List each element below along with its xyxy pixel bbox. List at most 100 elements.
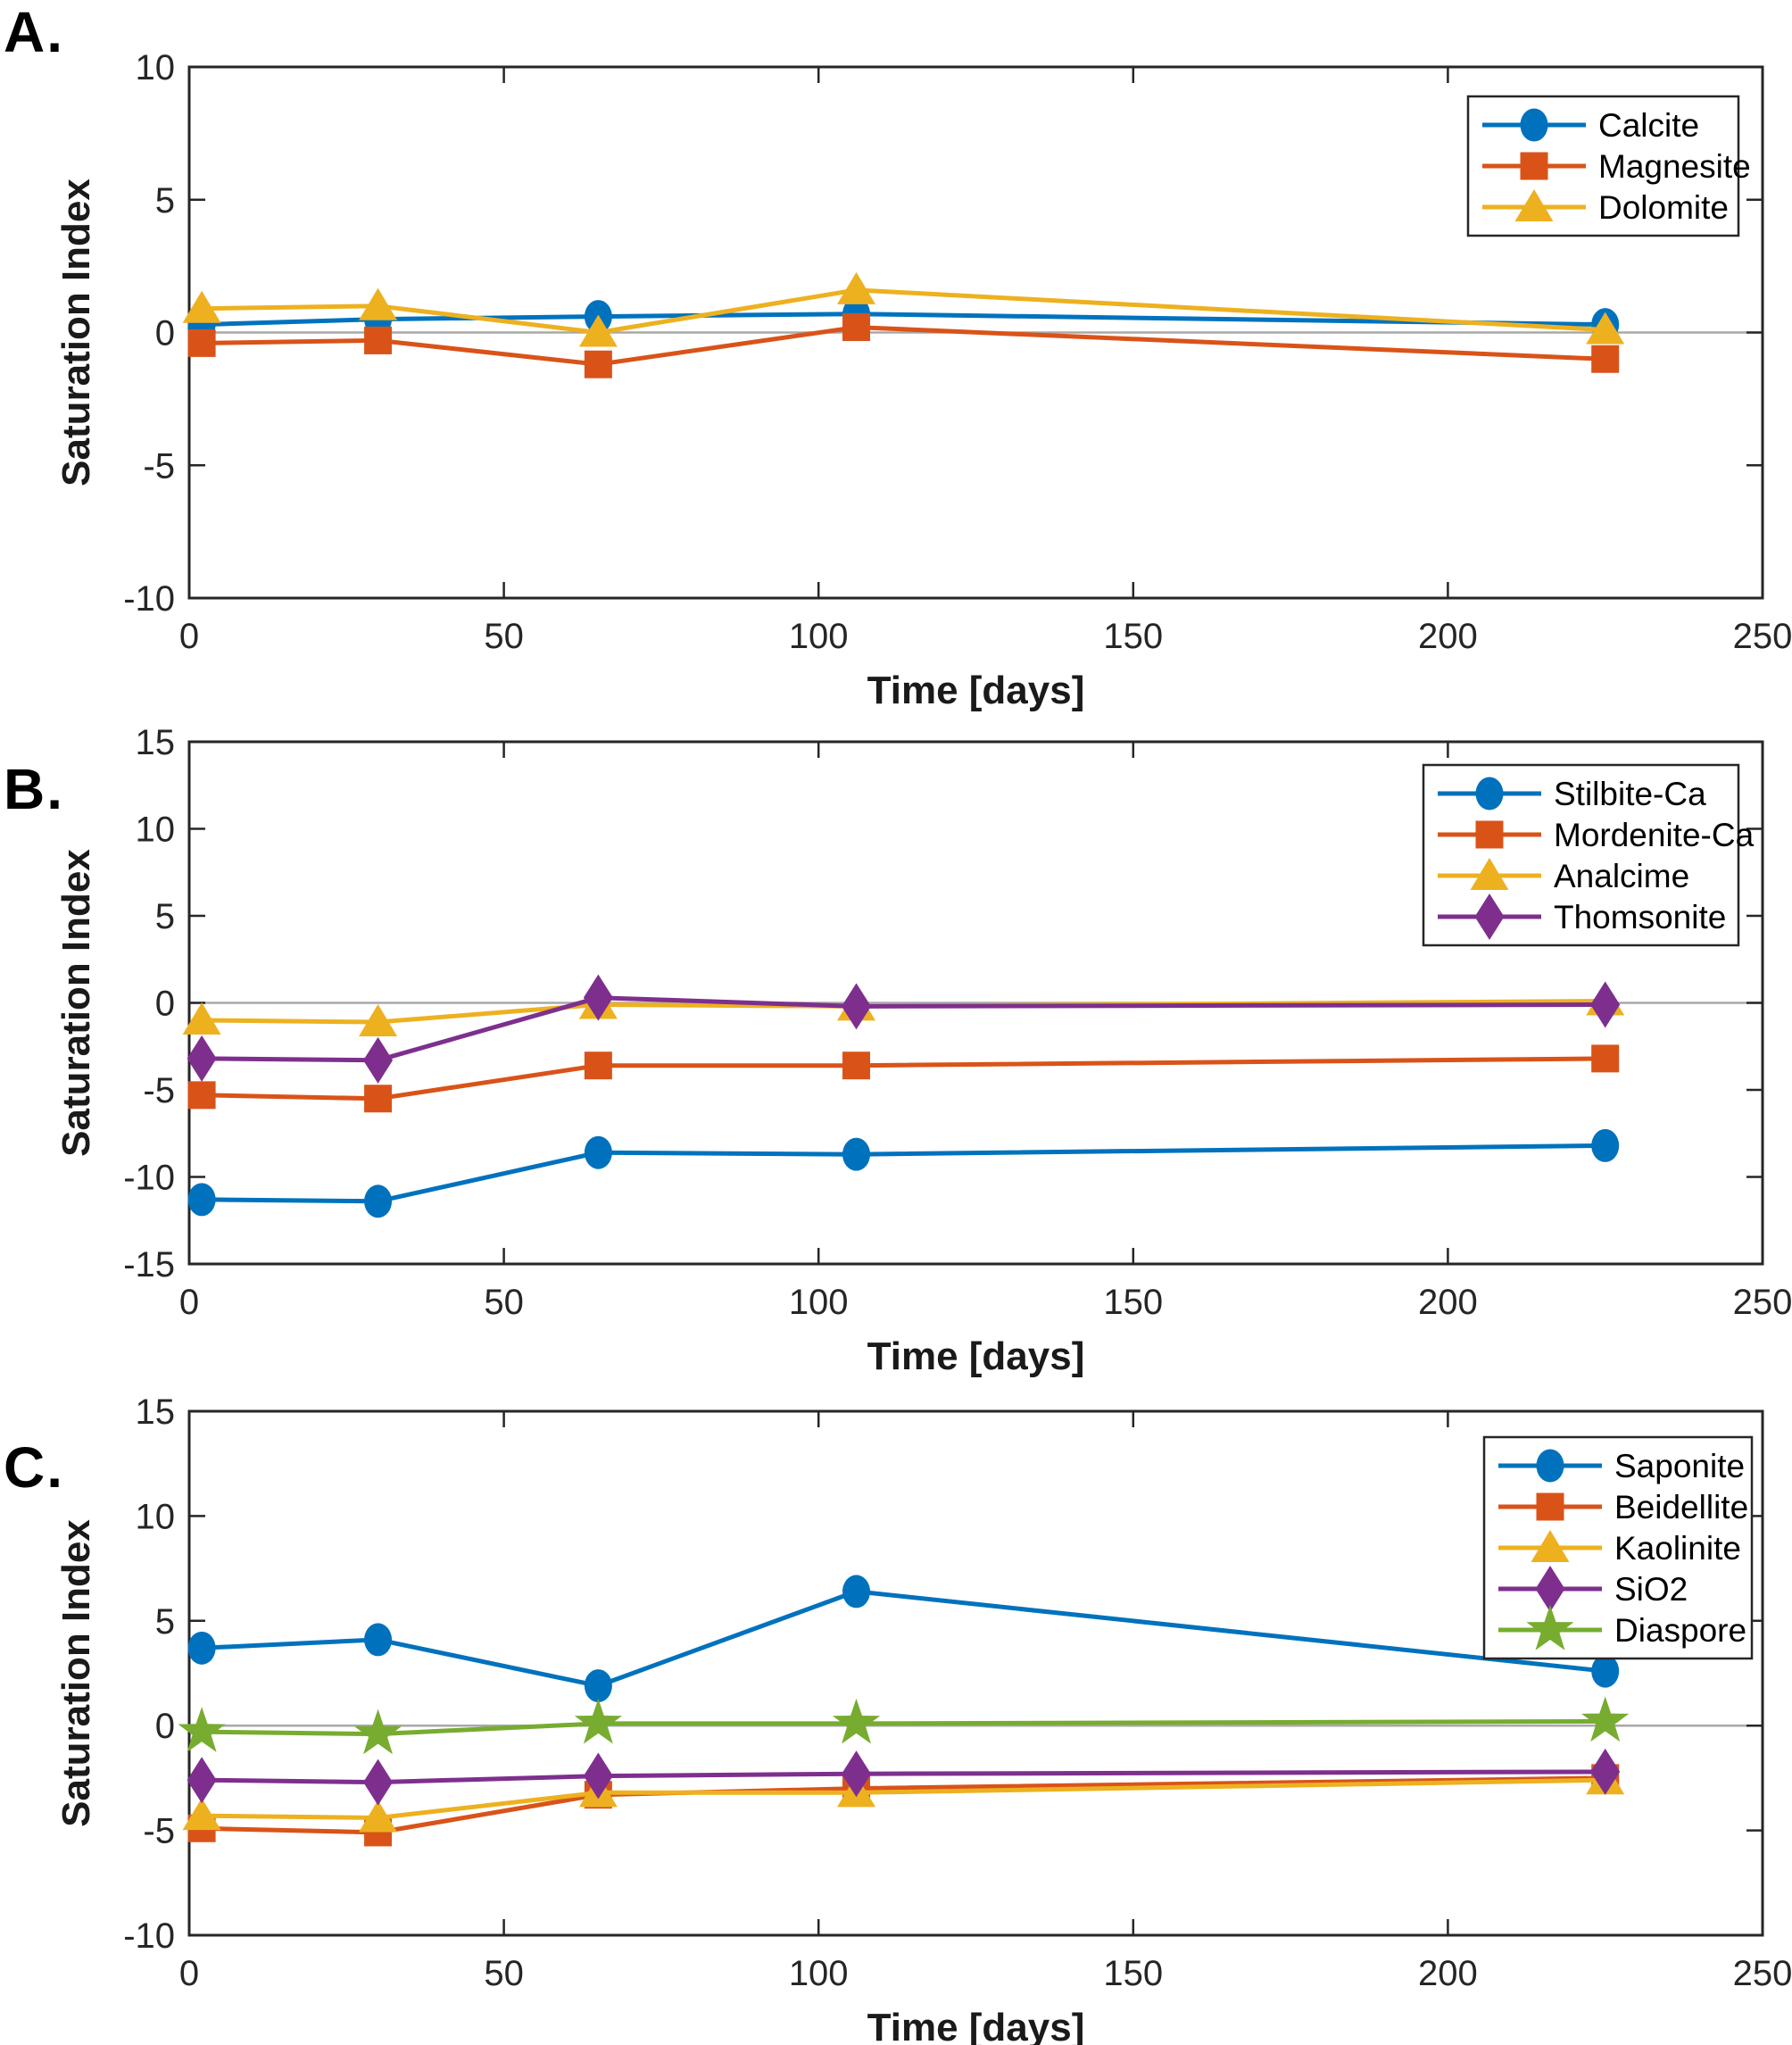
- y-tick-label: 15: [136, 723, 176, 762]
- x-tick-label: 0: [179, 1954, 199, 1993]
- x-tick-label: 150: [1103, 1954, 1163, 1993]
- legend-label: Stilbite-Ca: [1554, 776, 1706, 812]
- legend-label: Magnesite: [1598, 148, 1751, 185]
- x-tick-label: 200: [1418, 617, 1478, 656]
- series-marker-magnesite: [187, 328, 216, 357]
- series-marker-dolomite: [1586, 312, 1625, 345]
- series-marker-mordenite-ca: [187, 1081, 216, 1110]
- x-tick-label: 0: [179, 1283, 199, 1322]
- y-tick-label: 10: [136, 1497, 176, 1536]
- series-marker-magnesite: [584, 350, 612, 378]
- x-tick-label: 250: [1733, 617, 1792, 656]
- series-marker-kaolinite: [182, 1798, 221, 1831]
- legend-sample-marker: [1520, 108, 1548, 142]
- y-tick-label: 10: [136, 48, 176, 87]
- series-line-beidellite: [202, 1775, 1605, 1835]
- series-marker-sio2: [842, 1750, 872, 1798]
- series-marker-thomsonite: [187, 1035, 217, 1082]
- legend-sample-marker: [1536, 1492, 1564, 1521]
- y-tick-label: 5: [155, 181, 175, 220]
- series-marker-mordenite-ca: [364, 1085, 393, 1113]
- series-marker-stilbite-ca: [842, 1137, 871, 1171]
- y-tick-label: -10: [123, 1916, 175, 1956]
- series-marker-diaspore: [832, 1698, 881, 1744]
- legend-sample-marker: [1535, 1566, 1565, 1612]
- legend-label: Analcime: [1554, 858, 1689, 894]
- series-marker-stilbite-ca: [364, 1185, 393, 1218]
- x-tick-label: 150: [1103, 1283, 1163, 1322]
- y-tick-label: -5: [143, 446, 175, 486]
- y-tick-label: 0: [155, 1707, 175, 1746]
- x-tick-label: 0: [179, 617, 199, 656]
- legend-label: Beidellite: [1614, 1489, 1748, 1525]
- x-tick-label: 200: [1418, 1283, 1478, 1322]
- series-marker-saponite: [187, 1631, 216, 1665]
- series-marker-kaolinite: [359, 1800, 398, 1833]
- series-marker-mordenite-ca: [1591, 1044, 1620, 1073]
- panel-c-label: C.: [4, 1435, 64, 1500]
- legend-sample-marker: [1531, 1530, 1570, 1562]
- y-tick-label: 5: [155, 897, 175, 936]
- series-marker-saponite: [842, 1575, 871, 1609]
- series-line-thomsonite: [202, 995, 1605, 1063]
- legend-sample-marker: [1474, 894, 1505, 940]
- legend-sample-marker: [1526, 1605, 1574, 1650]
- panel-b-label: B.: [4, 757, 64, 821]
- x-tick-label: 100: [789, 1283, 849, 1322]
- legend-sample-marker: [1536, 1449, 1564, 1483]
- series-marker-sio2: [1590, 1748, 1621, 1795]
- series-marker-saponite: [364, 1623, 393, 1657]
- x-tick-label: 200: [1418, 1954, 1478, 1993]
- series-marker-dolomite: [182, 290, 221, 323]
- x-tick-label: 50: [484, 1954, 524, 1993]
- x-axis-label: Time [days]: [867, 2006, 1085, 2045]
- legend-label: Thomsonite: [1554, 899, 1726, 935]
- x-tick-label: 50: [484, 617, 524, 656]
- series-marker-magnesite: [1591, 345, 1620, 373]
- series-marker-stilbite-ca: [187, 1183, 216, 1217]
- series-marker-dolomite: [837, 271, 876, 304]
- legend-sample-marker: [1475, 777, 1504, 811]
- series-line-stilbite-ca: [202, 1143, 1605, 1204]
- series-marker-thomsonite: [363, 1036, 394, 1084]
- x-tick-label: 250: [1733, 1954, 1792, 1993]
- y-tick-label: -10: [123, 1159, 175, 1198]
- y-tick-label: 10: [136, 811, 176, 850]
- y-axis-label: Saturation Index: [54, 849, 98, 1157]
- legend-sample-marker: [1514, 189, 1554, 221]
- series-marker-sio2: [583, 1752, 613, 1800]
- y-tick-label: -15: [123, 1245, 175, 1284]
- y-tick-label: 0: [155, 985, 175, 1024]
- y-axis-label: Saturation Index: [54, 179, 98, 486]
- series-marker-thomsonite: [842, 983, 872, 1030]
- y-tick-label: 5: [155, 1602, 175, 1642]
- series-marker-dolomite: [359, 287, 398, 320]
- x-tick-label: 250: [1733, 1283, 1792, 1322]
- y-tick-label: -5: [143, 1812, 175, 1851]
- series-marker-thomsonite: [583, 974, 613, 1021]
- series-marker-analcime: [359, 1003, 398, 1036]
- series-marker-diaspore: [178, 1707, 226, 1752]
- legend-label: SiO2: [1614, 1571, 1688, 1608]
- x-tick-label: 150: [1103, 617, 1163, 656]
- legend-label: Kaolinite: [1614, 1530, 1741, 1567]
- series-marker-diaspore: [353, 1708, 402, 1755]
- legend-sample-marker: [1470, 858, 1509, 890]
- y-tick-label: -5: [143, 1071, 175, 1110]
- series-marker-sio2: [363, 1758, 394, 1806]
- y-tick-label: -10: [123, 579, 175, 619]
- series-marker-diaspore: [1581, 1696, 1630, 1742]
- x-axis-label: Time [days]: [867, 1334, 1085, 1378]
- series-marker-diaspore: [574, 1698, 622, 1744]
- legend-sample-marker: [1475, 820, 1504, 849]
- legend-sample-marker: [1520, 152, 1548, 180]
- y-axis-label: Saturation Index: [54, 1519, 98, 1827]
- series-marker-magnesite: [364, 326, 393, 354]
- panel-a-label: A.: [4, 0, 64, 64]
- legend-label: Dolomite: [1598, 189, 1729, 226]
- series-line-mordenite-ca: [202, 1056, 1605, 1101]
- x-tick-label: 100: [789, 1954, 849, 1993]
- series-line-diaspore: [202, 1719, 1605, 1737]
